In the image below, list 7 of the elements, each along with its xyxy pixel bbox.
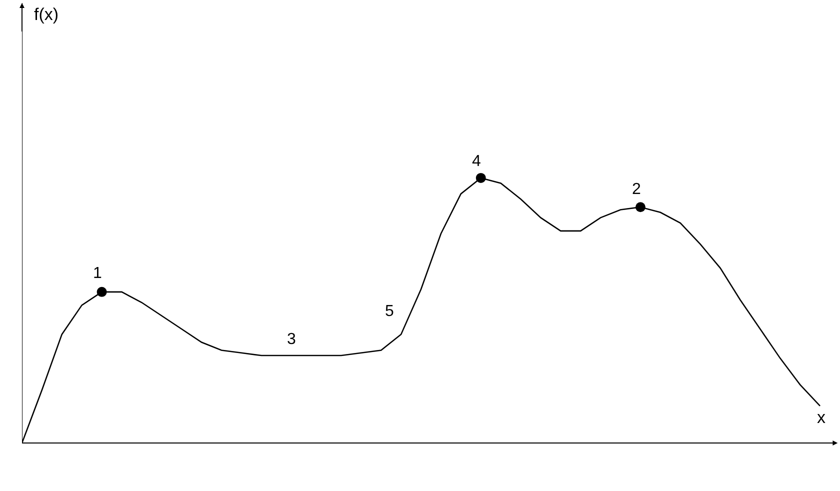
x-axis-title: x [817, 408, 826, 427]
text: f(x) [34, 5, 59, 24]
annotation: 2 [632, 181, 641, 198]
text: 4 [472, 153, 481, 170]
annotation: 5 [385, 303, 394, 320]
annotation: 3 [287, 331, 296, 348]
annotation: 1 [93, 265, 102, 282]
